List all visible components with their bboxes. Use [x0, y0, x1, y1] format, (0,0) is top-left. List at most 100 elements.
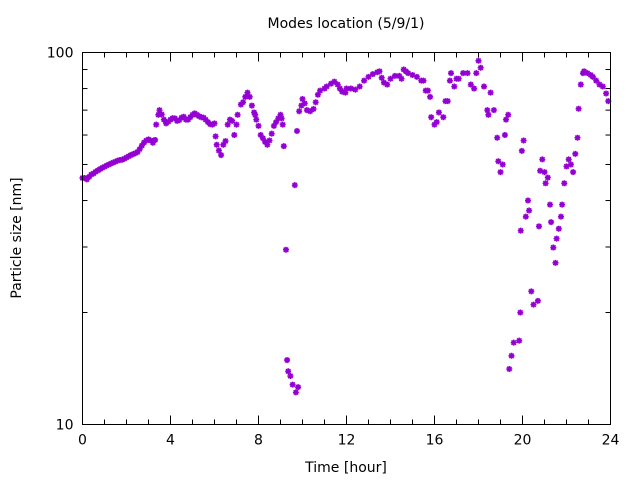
data-point	[130, 151, 137, 158]
data-point	[218, 152, 225, 159]
data-point	[229, 117, 236, 124]
data-point	[270, 122, 277, 129]
data-point	[152, 136, 159, 143]
x-tick-label: 4	[166, 433, 175, 449]
data-point	[334, 81, 341, 88]
data-point	[505, 111, 512, 118]
data-point	[599, 83, 606, 90]
data-point	[499, 161, 506, 168]
data-point	[176, 117, 183, 124]
data-point	[196, 113, 203, 120]
data-point	[314, 91, 321, 98]
data-point	[291, 182, 298, 189]
data-point	[112, 158, 119, 165]
data-point	[301, 100, 308, 107]
data-point	[553, 235, 560, 242]
data-point	[220, 141, 227, 148]
data-point	[253, 116, 260, 123]
data-point	[495, 158, 502, 165]
data-point	[550, 244, 557, 251]
data-point	[343, 85, 350, 92]
data-point	[339, 88, 346, 95]
data-point	[158, 111, 165, 118]
data-point	[285, 368, 292, 375]
data-point	[171, 115, 178, 122]
data-point	[448, 70, 454, 77]
data-point	[185, 116, 192, 123]
data-point	[536, 223, 542, 230]
data-point	[431, 121, 438, 128]
data-point	[605, 98, 612, 105]
data-point	[298, 102, 305, 109]
data-point	[559, 201, 566, 208]
data-point	[581, 68, 588, 75]
data-point	[251, 109, 258, 116]
data-point	[378, 74, 385, 81]
x-tick-label: 24	[602, 433, 620, 449]
data-point	[336, 85, 343, 92]
data-point	[323, 83, 330, 90]
x-axis-label: Time [hour]	[304, 460, 387, 476]
data-point	[296, 108, 303, 115]
plot-frame	[82, 52, 611, 425]
data-point	[279, 121, 286, 128]
x-tick-label: 0	[78, 433, 87, 449]
data-point	[110, 159, 117, 166]
data-point	[242, 93, 249, 100]
data-point	[147, 137, 154, 144]
data-point	[455, 75, 462, 82]
data-point	[342, 89, 349, 96]
data-point	[503, 116, 509, 123]
data-point	[294, 128, 300, 135]
data-point	[127, 152, 134, 159]
data-point	[444, 98, 451, 105]
data-point	[160, 116, 167, 123]
data-point	[244, 89, 251, 96]
data-point	[424, 87, 431, 94]
data-point	[136, 146, 143, 153]
data-point	[352, 86, 359, 93]
data-point	[233, 121, 240, 128]
data-point	[477, 64, 484, 71]
data-point	[307, 108, 314, 115]
data-point	[428, 114, 435, 121]
data-point	[178, 114, 185, 121]
data-point	[516, 337, 523, 344]
data-point	[446, 77, 453, 84]
data-point	[310, 105, 317, 112]
data-point	[222, 138, 229, 145]
data-point	[86, 173, 93, 180]
data-point	[262, 138, 269, 145]
data-point	[88, 171, 95, 178]
data-point	[525, 197, 531, 204]
data-point	[467, 81, 474, 88]
data-point	[266, 137, 273, 144]
data-point	[596, 81, 603, 88]
data-point	[108, 160, 115, 167]
data-point	[473, 70, 480, 77]
data-point	[526, 207, 533, 214]
x-tick-label: 12	[338, 433, 356, 449]
data-point	[451, 83, 458, 90]
data-point	[105, 161, 112, 168]
data-point	[517, 309, 524, 316]
data-point	[398, 75, 405, 82]
data-point	[522, 213, 529, 220]
data-point	[481, 83, 487, 90]
data-point	[508, 352, 515, 359]
data-point	[283, 246, 289, 253]
data-point	[257, 132, 264, 139]
data-point	[255, 122, 262, 129]
data-point	[517, 227, 524, 234]
x-tick-label: 16	[426, 433, 444, 449]
data-point	[506, 365, 513, 372]
data-point	[361, 77, 368, 84]
data-point	[312, 99, 319, 106]
data-point	[427, 93, 434, 100]
data-point	[384, 81, 391, 88]
data-point	[544, 174, 551, 181]
data-point	[224, 121, 231, 128]
tick-labels: 0 4 8 12 16 20 24 10 100	[47, 46, 620, 449]
data-point	[391, 72, 398, 79]
data-point	[328, 80, 335, 87]
